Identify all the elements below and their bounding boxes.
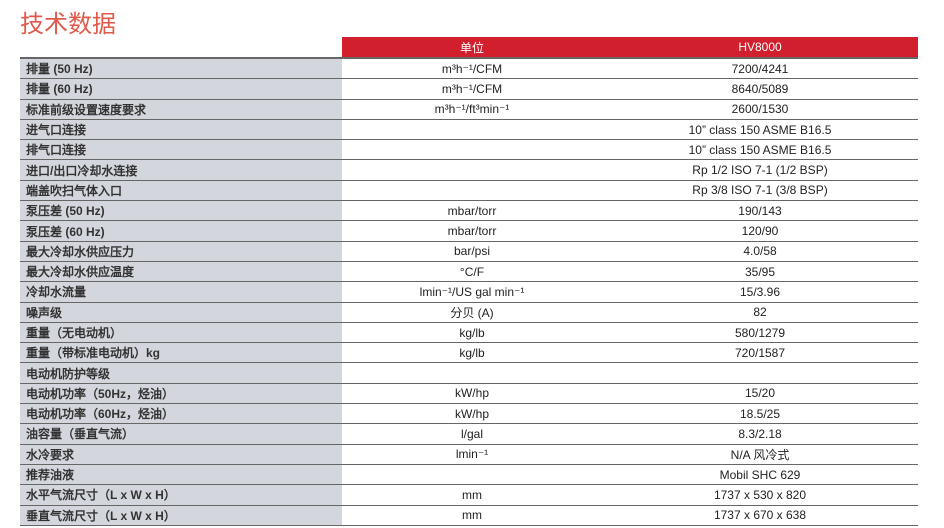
table-row: 端盖吹扫气体入口 Rp 3/8 ISO 7-1 (3/8 BSP) (20, 180, 918, 202)
table-row: 泵压差 (50 Hz) mbar/torr 190/143 (20, 200, 918, 222)
table-row: 推荐油液 Mobil SHC 629 (20, 464, 918, 486)
row-label: 电动机功率（50Hz，烃油） (20, 383, 342, 405)
row-label: 排量 (60 Hz) (20, 78, 342, 100)
row-label: 垂直气流尺寸（L x W x H） (20, 505, 342, 526)
row-value: 15/20 (602, 383, 918, 405)
row-value: 580/1279 (602, 322, 918, 344)
table-row: 进气口连接 10” class 150 ASME B16.5 (20, 119, 918, 141)
table-header: 单位 HV8000 (20, 37, 918, 58)
row-label: 重量（无电动机） (20, 322, 342, 344)
row-unit: m³h⁻¹/ft³min⁻¹ (342, 99, 602, 120)
row-value: 720/1587 (602, 342, 918, 364)
table-row: 排气口连接 10” class 150 ASME B16.5 (20, 139, 918, 161)
row-label: 排气口连接 (20, 139, 342, 161)
row-label: 进口/出口冷却水连接 (20, 159, 342, 181)
row-unit: kW/hp (342, 403, 602, 425)
row-label: 最大冷却水供应温度 (20, 261, 342, 283)
row-value: 8.3/2.18 (602, 423, 918, 445)
row-unit (342, 180, 602, 202)
row-label: 油容量（垂直气流） (20, 423, 342, 445)
row-unit: 分贝 (A) (342, 302, 602, 323)
table-row: 垂直气流尺寸（L x W x H） mm 1737 x 670 x 638 (20, 505, 918, 526)
row-label: 冷却水流量 (20, 281, 342, 303)
row-value: 7200/4241 (602, 57, 918, 80)
row-unit (342, 159, 602, 181)
row-unit: kg/lb (342, 342, 602, 364)
table-row: 水冷要求 lmin⁻¹ N/A 风冷式 (20, 444, 918, 465)
spec-table: 单位 HV8000 排量 (50 Hz) m³h⁻¹/CFM 7200/4241 排量… (20, 37, 918, 526)
row-value: 10” class 150 ASME B16.5 (602, 119, 918, 141)
row-label: 泵压差 (50 Hz) (20, 200, 342, 222)
row-unit (342, 119, 602, 141)
row-label: 泵压差 (60 Hz) (20, 220, 342, 242)
header-unit: 单位 (342, 37, 602, 58)
row-value: 2600/1530 (602, 99, 918, 120)
row-value: Rp 3/8 ISO 7-1 (3/8 BSP) (602, 180, 918, 202)
row-unit: m³h⁻¹/CFM (342, 78, 602, 100)
row-label: 最大冷却水供应压力 (20, 241, 342, 262)
row-unit (342, 464, 602, 486)
row-label: 端盖吹扫气体入口 (20, 180, 342, 202)
row-label: 推荐油液 (20, 464, 342, 486)
row-unit: mm (342, 484, 602, 506)
row-unit: mm (342, 505, 602, 526)
row-unit: °C/F (342, 261, 602, 283)
row-value: 18.5/25 (602, 403, 918, 425)
row-unit (342, 362, 602, 384)
row-label: 水平气流尺寸（L x W x H） (20, 484, 342, 506)
row-value: 10” class 150 ASME B16.5 (602, 139, 918, 161)
row-unit: lmin⁻¹ (342, 444, 602, 465)
table-row: 冷却水流量 lmin⁻¹/US gal min⁻¹ 15/3.96 (20, 281, 918, 303)
row-label: 电动机防护等级 (20, 362, 342, 384)
row-value: 190/143 (602, 200, 918, 222)
table-row: 电动机功率（60Hz，烃油） kW/hp 18.5/25 (20, 403, 918, 425)
table-row: 泵压差 (60 Hz) mbar/torr 120/90 (20, 220, 918, 242)
row-value: 1737 x 670 x 638 (602, 505, 918, 526)
row-value: N/A 风冷式 (602, 444, 918, 465)
row-label: 重量（带标准电动机）kg (20, 342, 342, 364)
row-value: Mobil SHC 629 (602, 464, 918, 486)
row-unit: kW/hp (342, 383, 602, 405)
row-value: 8640/5089 (602, 78, 918, 100)
table-row: 水平气流尺寸（L x W x H） mm 1737 x 530 x 820 (20, 484, 918, 506)
row-value: Rp 1/2 ISO 7-1 (1/2 BSP) (602, 159, 918, 181)
table-row: 标准前级设置速度要求 m³h⁻¹/ft³min⁻¹ 2600/1530 (20, 99, 918, 120)
row-value: 82 (602, 302, 918, 323)
table-row: 最大冷却水供应温度 °C/F 35/95 (20, 261, 918, 283)
row-unit (342, 139, 602, 161)
row-label: 电动机功率（60Hz，烃油） (20, 403, 342, 425)
table-row: 油容量（垂直气流） l/gal 8.3/2.18 (20, 423, 918, 445)
page-title: 技术数据 (20, 11, 116, 38)
table-row: 电动机功率（50Hz，烃油） kW/hp 15/20 (20, 383, 918, 405)
row-label: 进气口连接 (20, 119, 342, 141)
table-row: 重量（无电动机） kg/lb 580/1279 (20, 322, 918, 344)
row-value: 15/3.96 (602, 281, 918, 303)
row-unit: mbar/torr (342, 200, 602, 222)
row-unit: bar/psi (342, 241, 602, 262)
table-row: 噪声级 分贝 (A) 82 (20, 302, 918, 323)
row-unit: kg/lb (342, 322, 602, 344)
table-row: 重量（带标准电动机）kg kg/lb 720/1587 (20, 342, 918, 364)
row-value: 1737 x 530 x 820 (602, 484, 918, 506)
row-label: 标准前级设置速度要求 (20, 99, 342, 120)
row-label: 水冷要求 (20, 444, 342, 465)
row-unit: l/gal (342, 423, 602, 445)
row-value: 4.0/58 (602, 241, 918, 262)
row-value: 35/95 (602, 261, 918, 283)
header-model: HV8000 (602, 37, 918, 58)
table-row: 最大冷却水供应压力 bar/psi 4.0/58 (20, 241, 918, 262)
row-label: 排量 (50 Hz) (20, 57, 342, 80)
header-blank (20, 37, 342, 58)
table-row: 排量 (60 Hz) m³h⁻¹/CFM 8640/5089 (20, 78, 918, 100)
row-unit: lmin⁻¹/US gal min⁻¹ (342, 281, 602, 303)
row-value: 120/90 (602, 220, 918, 242)
table-row: 进口/出口冷却水连接 Rp 1/2 ISO 7-1 (1/2 BSP) (20, 159, 918, 181)
row-unit: m³h⁻¹/CFM (342, 57, 602, 80)
row-label: 噪声级 (20, 302, 342, 323)
row-value (602, 362, 918, 384)
table-row: 排量 (50 Hz) m³h⁻¹/CFM 7200/4241 (20, 57, 918, 80)
table-row: 电动机防护等级 (20, 362, 918, 384)
row-unit: mbar/torr (342, 220, 602, 242)
